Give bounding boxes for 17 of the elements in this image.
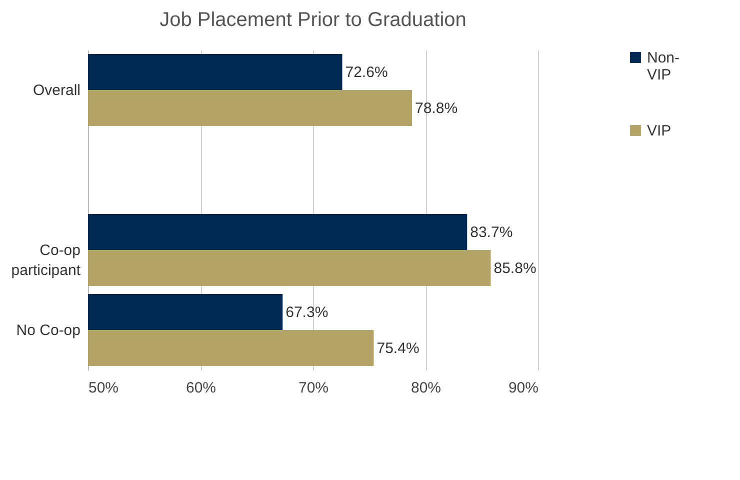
chart-title: Job Placement Prior to Graduation [160, 9, 466, 31]
data-label: 83.7% [470, 224, 513, 241]
y-tick-label: Overall [32, 82, 80, 99]
x-tick-label: 90% [508, 380, 538, 396]
data-label: 75.4% [376, 340, 420, 357]
legend-label: VIP [647, 122, 672, 140]
data-label: 67.3% [286, 304, 328, 321]
data-label: 85.8% [494, 260, 536, 277]
data-label: 72.6% [345, 64, 388, 81]
x-tick-label: 60% [186, 380, 216, 396]
x-tick-label: 70% [298, 380, 329, 396]
legend-label: Non-VIP [647, 50, 680, 84]
data-label: 78.8% [415, 100, 458, 117]
y-tick-label: No Co-op [16, 322, 80, 339]
x-tick-label: 50% [88, 380, 119, 396]
x-tick-label: 80% [410, 380, 442, 396]
y-tick-label: Co-op participant [11, 242, 82, 279]
